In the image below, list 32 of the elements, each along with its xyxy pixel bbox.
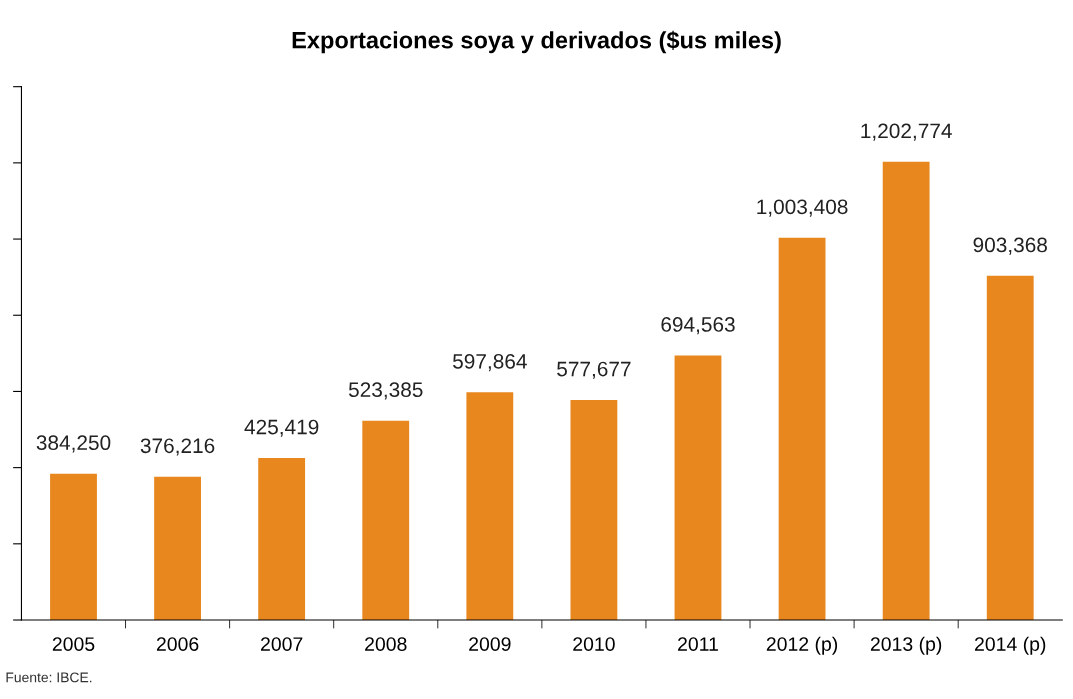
data-label: 903,368 [973, 237, 1047, 255]
data-label: 523,385 [348, 382, 423, 400]
data-label: 425,419 [244, 419, 319, 437]
x-tick-label: 2008 [365, 637, 407, 651]
source-note: Fuente: IBCE. [6, 672, 92, 683]
bar [258, 457, 306, 621]
x-tick-label: 2014 (p) [975, 636, 1046, 655]
bar [674, 355, 722, 621]
bar [882, 161, 930, 621]
x-tick-label: 2005 [52, 637, 95, 651]
bar [778, 237, 826, 621]
data-label: 384,250 [36, 435, 111, 453]
x-tick-label: 2009 [469, 637, 511, 651]
x-tick-label: 2010 [573, 637, 615, 651]
x-tick-label: 2007 [261, 637, 303, 651]
bar [986, 275, 1034, 621]
chart-title: Exportaciones soya y derivados ($us miles) [292, 30, 781, 54]
data-label: 376,216 [140, 438, 215, 456]
bar [570, 399, 618, 621]
bar [154, 476, 201, 621]
x-tick-label: 2012 (p) [766, 636, 838, 655]
bar [362, 420, 410, 621]
data-label: 577,677 [557, 361, 631, 379]
data-label: 694,563 [661, 317, 735, 335]
bar [50, 473, 97, 621]
x-tick-label: 2006 [156, 637, 199, 651]
data-label: 597,864 [453, 353, 527, 372]
data-label: 1,003,408 [757, 199, 848, 217]
x-tick-label: 2013 (p) [870, 636, 942, 655]
data-label: 1,202,774 [861, 123, 952, 141]
x-tick-label: 2011 [678, 637, 718, 651]
bar [466, 392, 514, 621]
